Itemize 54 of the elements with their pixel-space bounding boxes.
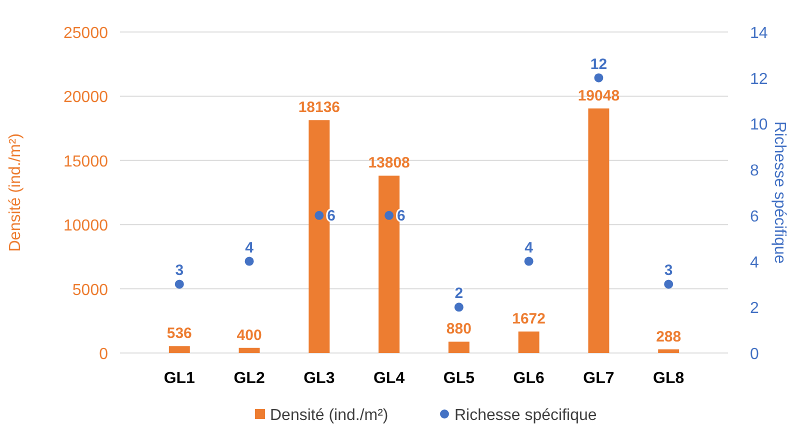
- data-label: 12: [590, 56, 608, 73]
- data-label: 288: [656, 328, 682, 346]
- bar: [658, 349, 680, 353]
- y2-tick-label: 2: [750, 300, 759, 318]
- x-tick-label: GL5: [443, 370, 475, 387]
- y2-tick-label: 14: [750, 25, 768, 42]
- data-label: 1672: [512, 310, 546, 328]
- y-tick-label: 25000: [64, 25, 108, 42]
- y-tick-label: 0: [99, 346, 108, 363]
- x-tick-label: GL1: [164, 370, 196, 387]
- bar: [238, 348, 260, 353]
- point: [594, 73, 604, 82]
- point: [524, 256, 534, 266]
- data-label: 2: [454, 285, 464, 302]
- data-label: 4: [245, 239, 254, 256]
- x-tick-label: GL6: [513, 370, 544, 387]
- bar: [168, 346, 190, 353]
- x-tick-label: GL2: [234, 370, 265, 387]
- data-label: 536: [166, 325, 192, 342]
- x-tick-label: GL7: [583, 370, 614, 387]
- point: [384, 210, 394, 220]
- x-tick-label: GL4: [373, 370, 405, 387]
- y2-tick-label: 0: [750, 346, 759, 363]
- y-tick-label: 10000: [64, 218, 108, 235]
- data-label: 4: [524, 239, 534, 256]
- y2-axis-title: Richesse spécifique: [771, 121, 788, 264]
- data-label: 3: [175, 262, 184, 280]
- y2-tick-label: 6: [750, 208, 759, 226]
- data-label: 19048: [578, 87, 620, 104]
- point: [454, 302, 464, 312]
- point: [664, 280, 674, 289]
- y-tick-label: 20000: [64, 89, 108, 106]
- point: [314, 210, 324, 220]
- y2-tick-label: 10: [750, 116, 768, 134]
- data-label: 880: [446, 320, 472, 338]
- y-axis-title: Densité (ind./m²): [7, 133, 24, 252]
- y2-tick-label: 12: [750, 70, 768, 88]
- legend-label: Richesse spécifique: [454, 407, 597, 424]
- legend-label: Densité (ind./m²): [270, 407, 388, 424]
- x-tick-label: GL8: [653, 370, 684, 387]
- y2-tick-label: 4: [750, 254, 759, 272]
- data-label: 18136: [298, 99, 340, 116]
- bar: [448, 342, 470, 353]
- y-tick-label: 15000: [64, 153, 108, 170]
- data-label: 400: [236, 326, 262, 344]
- bar: [588, 108, 610, 353]
- data-label: 3: [664, 262, 673, 280]
- point: [244, 256, 254, 266]
- y-tick-label: 5000: [72, 282, 108, 299]
- data-label: 13808: [368, 154, 410, 172]
- y2-tick-label: 8: [750, 162, 759, 180]
- bar: [518, 332, 540, 353]
- x-tick-label: GL3: [304, 370, 335, 387]
- point: [174, 280, 184, 289]
